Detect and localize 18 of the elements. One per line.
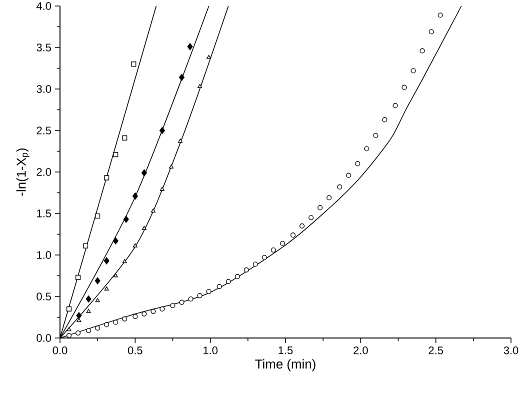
y-tick-label: 2.5	[36, 126, 52, 134]
y-tick-label: 4.0	[36, 2, 52, 10]
y-tick-label: 0.5	[36, 292, 52, 300]
y-tick-label: 2.0	[36, 168, 52, 176]
x-tick-label: 1.0	[204, 346, 218, 354]
y-tick-label: 1.0	[37, 251, 52, 259]
y-tick-label: 3.5	[36, 44, 52, 52]
y-axis-title: -ln(1-X$_{p}$)	[16, 148, 30, 196]
x-tick-label: 1.5	[278, 346, 293, 354]
x-axis-title: Time (min)	[255, 359, 316, 372]
y-tick-label: 1.5	[37, 210, 52, 218]
x-tick-label: 2.5	[428, 346, 443, 354]
y-tick-label: 0.0	[36, 334, 52, 342]
x-tick-label: 0.5	[128, 346, 142, 354]
x-tick-label: 2.0	[354, 346, 368, 354]
x-tick-label: 0.0	[52, 346, 68, 354]
y-tick-label: 3.0	[36, 85, 52, 93]
x-tick-label: 3.0	[504, 346, 518, 354]
